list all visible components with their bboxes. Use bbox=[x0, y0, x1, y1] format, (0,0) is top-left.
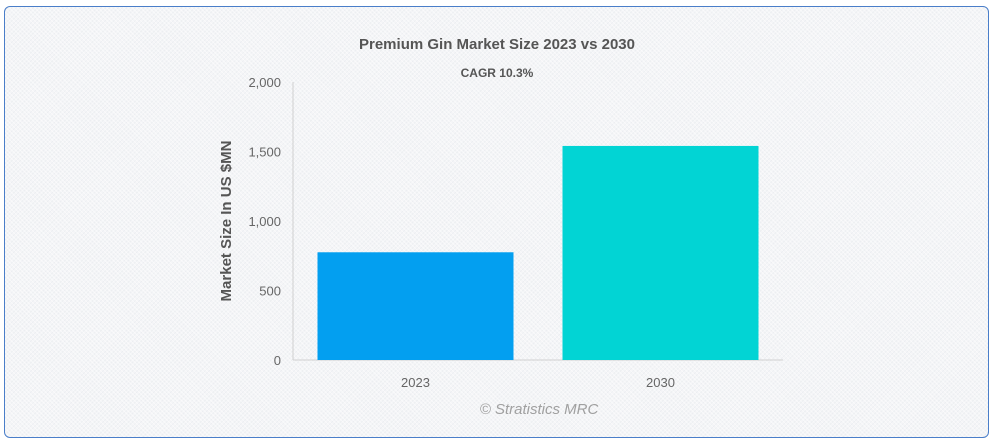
credit-text: © Stratistics MRC bbox=[480, 401, 599, 418]
y-ticks: 0 500 1,000 1,500 2,000 bbox=[248, 75, 281, 368]
bars bbox=[317, 145, 759, 360]
bar-2030[interactable] bbox=[562, 145, 759, 360]
y-tick-label: 1,500 bbox=[248, 145, 281, 160]
y-tick-label: 500 bbox=[259, 284, 281, 299]
x-ticks: 2023 2030 bbox=[401, 375, 675, 390]
chart-frame bbox=[4, 6, 989, 438]
x-tick-label: 2030 bbox=[646, 375, 675, 390]
chart-title: Premium Gin Market Size 2023 vs 2030 bbox=[359, 36, 635, 53]
y-tick-label: 0 bbox=[274, 353, 281, 368]
y-tick-label: 2,000 bbox=[248, 75, 281, 90]
x-tick-label: 2023 bbox=[401, 375, 430, 390]
y-axis-label: Market Size In US $MN bbox=[218, 141, 235, 302]
bar-2023[interactable] bbox=[317, 252, 514, 360]
chart-subtitle: CAGR 10.3% bbox=[461, 66, 534, 80]
y-tick-label: 1,000 bbox=[248, 214, 281, 229]
